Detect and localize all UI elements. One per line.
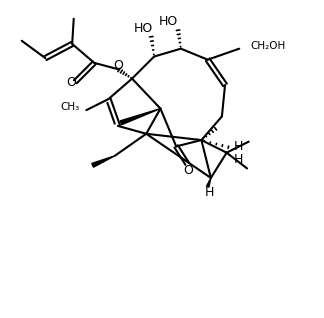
Polygon shape	[92, 156, 115, 167]
Text: O: O	[66, 76, 76, 89]
Text: CH₃: CH₃	[61, 102, 80, 112]
Text: HO: HO	[159, 15, 178, 28]
Text: H: H	[234, 140, 243, 153]
Polygon shape	[120, 108, 160, 125]
Text: CH₂OH: CH₂OH	[250, 40, 285, 51]
Polygon shape	[206, 178, 211, 187]
Text: H: H	[204, 186, 214, 199]
Text: HO: HO	[133, 22, 153, 35]
Text: O: O	[113, 59, 123, 72]
Text: H: H	[234, 153, 243, 165]
Text: O: O	[183, 163, 193, 176]
